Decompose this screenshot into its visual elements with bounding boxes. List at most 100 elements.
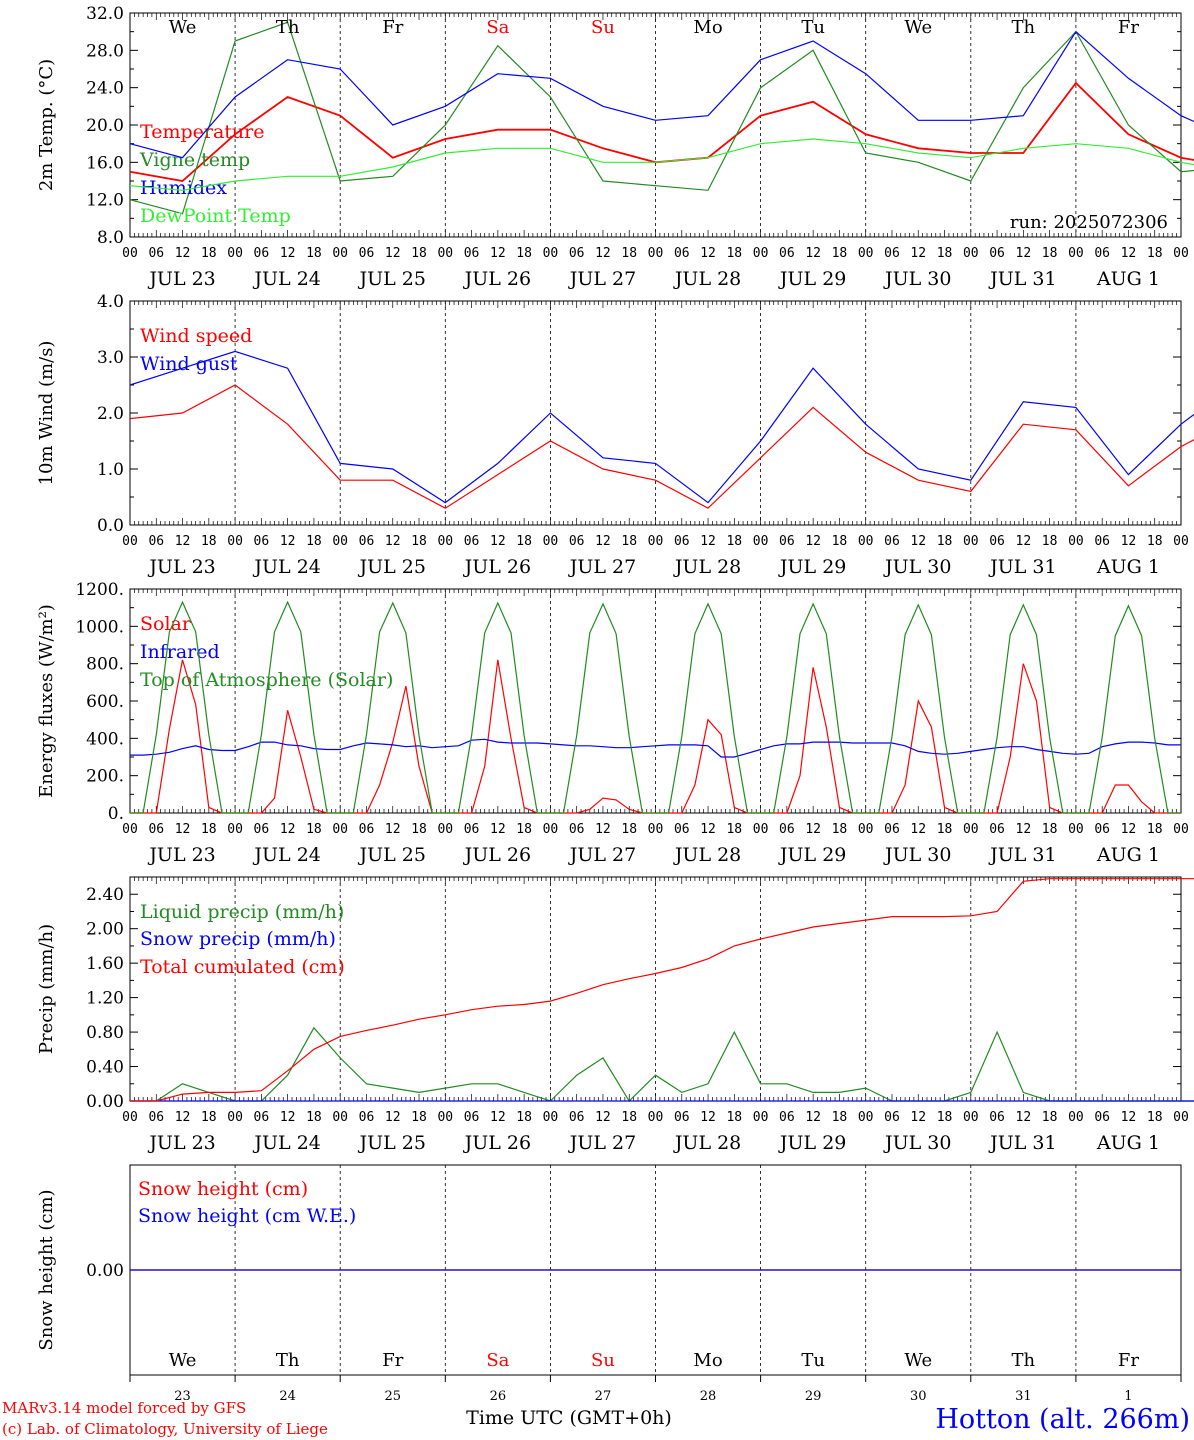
hour-tick-label: 18 xyxy=(726,534,742,549)
hour-tick-label: 00 xyxy=(437,246,453,261)
weekday-label: Su xyxy=(591,1350,615,1371)
hour-tick-label: 18 xyxy=(411,534,427,549)
station-label: Hotton (alt. 266m) xyxy=(935,1404,1190,1435)
hour-tick-label: 06 xyxy=(884,534,900,549)
hour-tick-label: 06 xyxy=(989,246,1005,261)
y-tick-label: 20.0 xyxy=(86,116,124,136)
hour-tick-label: 00 xyxy=(963,822,979,837)
day-number-label: 27 xyxy=(595,1389,612,1404)
y-tick-label: 400. xyxy=(86,729,124,749)
hour-tick-label: 00 xyxy=(122,534,138,549)
hour-tick-label: 06 xyxy=(674,534,690,549)
y-tick-label: 24.0 xyxy=(86,79,124,99)
hour-tick-label: 06 xyxy=(779,534,795,549)
legend-entry: Vigne temp xyxy=(139,149,250,171)
hour-tick-label: 06 xyxy=(989,822,1005,837)
hour-tick-label: 00 xyxy=(1068,822,1084,837)
y-axis-label: Energy fluxes (W/m²) xyxy=(36,604,57,798)
date-label: JUL 26 xyxy=(463,1132,531,1154)
hour-tick-label: 06 xyxy=(674,1110,690,1125)
legend-entry: DewPoint Temp xyxy=(140,205,291,227)
hour-tick-label: 18 xyxy=(621,246,637,261)
y-tick-label: 1.60 xyxy=(86,954,124,974)
y-tick-label: 0.00 xyxy=(86,1092,124,1112)
hour-tick-label: 18 xyxy=(832,822,848,837)
hour-tick-label: 06 xyxy=(359,1110,375,1125)
weekday-label: Fr xyxy=(382,1350,403,1371)
hour-tick-label: 00 xyxy=(963,1110,979,1125)
hour-tick-label: 06 xyxy=(359,534,375,549)
date-label: JUL 28 xyxy=(673,556,741,578)
series-line-temperature xyxy=(129,81,1194,182)
hour-tick-label: 06 xyxy=(148,1110,164,1125)
hour-tick-label: 00 xyxy=(543,246,559,261)
hour-tick-label: 18 xyxy=(411,246,427,261)
hour-tick-label: 00 xyxy=(753,246,769,261)
day-number-label: 30 xyxy=(910,1389,927,1404)
hour-tick-label: 00 xyxy=(1068,246,1084,261)
y-tick-label: 32.0 xyxy=(86,4,124,24)
day-number-label: 1 xyxy=(1124,1389,1132,1404)
y-axis-label: 10m Wind (m/s) xyxy=(36,341,57,486)
legend-entry: Infrared xyxy=(140,641,220,663)
day-number-label: 28 xyxy=(700,1389,717,1404)
hour-tick-label: 00 xyxy=(648,246,664,261)
series-line-dewpoint-temp xyxy=(129,138,1194,191)
legend-entry: Snow height (cm W.E.) xyxy=(138,1205,356,1227)
credit-line-2: (c) Lab. of Climatology, University of L… xyxy=(2,1420,328,1438)
hour-tick-label: 18 xyxy=(1042,822,1058,837)
date-label: JUL 25 xyxy=(358,268,426,290)
day-number-label: 25 xyxy=(384,1389,401,1404)
hour-tick-label: 06 xyxy=(569,822,585,837)
hour-tick-label: 06 xyxy=(569,246,585,261)
hour-tick-label: 00 xyxy=(437,1110,453,1125)
plot-frame xyxy=(129,300,1182,526)
y-tick-label: 600. xyxy=(86,692,124,712)
hour-tick-label: 00 xyxy=(753,534,769,549)
y-tick-label: 1.0 xyxy=(97,460,124,480)
date-label: JUL 31 xyxy=(988,556,1056,578)
hour-tick-label: 18 xyxy=(1147,534,1163,549)
hour-tick-label: 18 xyxy=(726,822,742,837)
series-line-top-of-atmosphere-solar- xyxy=(130,600,1181,814)
y-tick-label: 3.0 xyxy=(97,348,124,368)
hour-tick-label: 00 xyxy=(858,534,874,549)
hour-tick-label: 00 xyxy=(648,822,664,837)
y-tick-label: 8.0 xyxy=(97,228,124,248)
hour-tick-label: 00 xyxy=(858,822,874,837)
hour-tick-label: 06 xyxy=(674,246,690,261)
hour-tick-label: 00 xyxy=(227,822,243,837)
hour-tick-label: 12 xyxy=(1121,822,1137,837)
hour-tick-label: 18 xyxy=(306,1110,322,1125)
series-line-infrared xyxy=(130,738,1181,758)
y-tick-label: 2.00 xyxy=(86,920,124,940)
y-tick-label: 2.0 xyxy=(97,404,124,424)
hour-tick-label: 12 xyxy=(805,534,821,549)
weekday-label: We xyxy=(904,1350,932,1371)
date-label: JUL 29 xyxy=(778,1132,846,1154)
weekday-label: Fr xyxy=(1118,1350,1139,1371)
legend-entry: Total cumulated (cm) xyxy=(140,956,345,978)
hour-tick-label: 18 xyxy=(621,822,637,837)
hour-tick-label: 12 xyxy=(175,246,191,261)
hour-tick-label: 12 xyxy=(595,246,611,261)
hour-tick-label: 00 xyxy=(648,534,664,549)
hour-tick-label: 06 xyxy=(464,822,480,837)
hour-tick-label: 12 xyxy=(805,246,821,261)
hour-tick-label: 18 xyxy=(1042,246,1058,261)
hour-tick-label: 12 xyxy=(910,822,926,837)
hour-tick-label: 18 xyxy=(832,534,848,549)
hour-tick-label: 00 xyxy=(437,822,453,837)
weekday-label: Fr xyxy=(1118,17,1139,38)
y-axis-label: Precip (mm/h) xyxy=(36,924,57,1054)
hour-tick-label: 12 xyxy=(1016,534,1032,549)
legend-entry: Humidex xyxy=(140,177,227,199)
hour-tick-label: 12 xyxy=(910,1110,926,1125)
hour-tick-label: 12 xyxy=(1016,246,1032,261)
series-line-humidex xyxy=(129,30,1194,159)
run-label: run: 2025072306 xyxy=(1010,212,1168,233)
y-tick-label: 200. xyxy=(86,767,124,787)
weekday-label: Mo xyxy=(693,1350,722,1371)
hour-tick-label: 18 xyxy=(201,534,217,549)
hour-tick-label: 18 xyxy=(726,1110,742,1125)
